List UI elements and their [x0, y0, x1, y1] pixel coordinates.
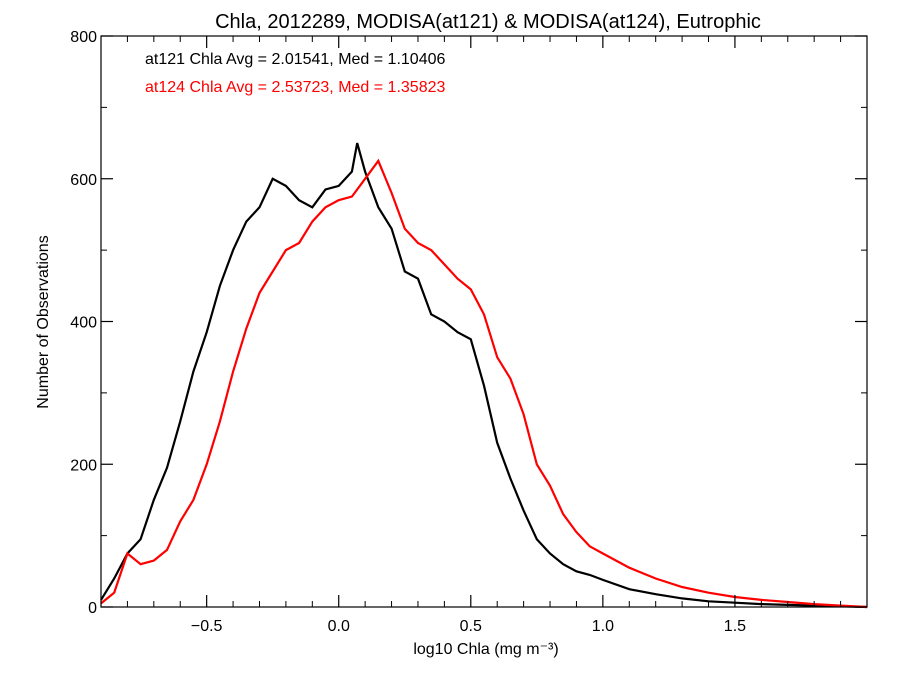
- x-axis-label: log10 Chla (mg m⁻³): [413, 641, 558, 658]
- x-tick-label: 0.5: [460, 618, 482, 635]
- x-tick-label: 1.0: [592, 618, 614, 635]
- annotation-at121: at121 Chla Avg = 2.01541, Med = 1.10406: [145, 51, 445, 68]
- y-tick-label: 400: [70, 315, 97, 332]
- y-tick-label: 600: [70, 172, 97, 189]
- series-line-1: [100, 142, 868, 609]
- x-tick-label: −0.5: [191, 618, 223, 635]
- chart-title: Chla, 2012289, MODISA(at121) & MODISA(at…: [215, 11, 761, 33]
- y-axis-label: Number of Observations: [35, 235, 52, 408]
- y-tick-label: 200: [70, 457, 97, 474]
- plot-frame: [100, 35, 868, 608]
- series-line-2: [100, 158, 868, 609]
- y-tick-label: 800: [70, 29, 97, 46]
- x-tick-label: 0.0: [328, 618, 350, 635]
- y-tick-label: 0: [88, 600, 97, 617]
- annotation-at124: at124 Chla Avg = 2.53723, Med = 1.35823: [145, 79, 445, 96]
- x-tick-label: 1.5: [724, 618, 746, 635]
